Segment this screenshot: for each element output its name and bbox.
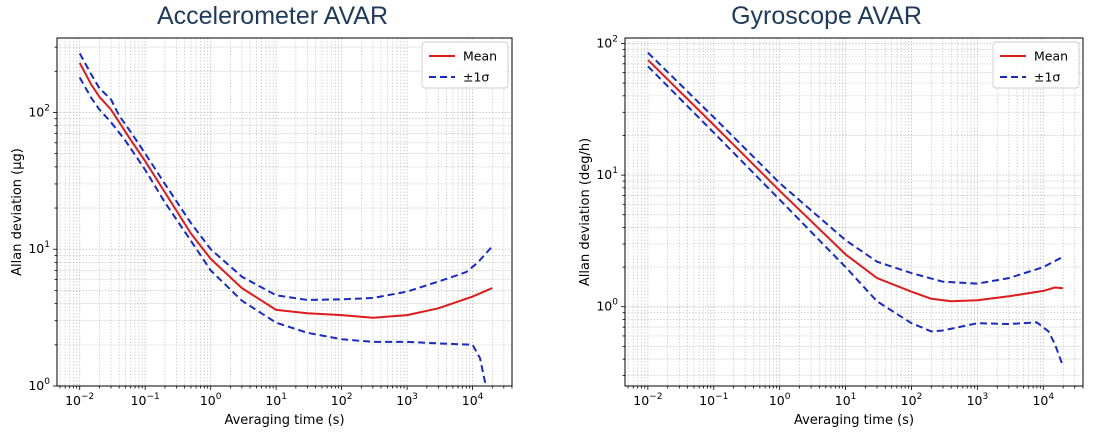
- x-tick-label: 10−1: [131, 392, 160, 408]
- tick-exponent: 4: [478, 392, 484, 402]
- x-tick-label: 10−2: [65, 392, 94, 408]
- x-ticks: 10−2 10−1 100 101 102 103 104: [59, 386, 513, 408]
- legend-label: ±1σ: [1034, 70, 1060, 85]
- chart-title: Accelerometer AVAR: [156, 2, 389, 30]
- x-tick-label: 10−1: [699, 392, 728, 408]
- tick-exponent: 0: [785, 392, 791, 402]
- tick-exponent: 0: [612, 298, 618, 308]
- tick-exponent: 1: [281, 392, 287, 402]
- grid-y: [57, 46, 512, 387]
- grid-x: [627, 38, 1084, 386]
- x-tick-label: 101: [265, 392, 287, 408]
- legend-label: Mean: [1034, 49, 1068, 64]
- tick-exponent: 3: [412, 392, 418, 402]
- x-ticks: 10−2 10−1 100 101 102 103 104: [627, 386, 1084, 408]
- tick-base: 10: [396, 393, 412, 408]
- tick-base: 10: [200, 393, 216, 408]
- tick-base: 10: [835, 393, 851, 408]
- tick-exponent: 2: [347, 392, 353, 402]
- chart-title: Gyroscope AVAR: [731, 2, 922, 30]
- tick-base: 10: [596, 299, 612, 314]
- tick-base: 10: [28, 104, 44, 119]
- lower-sigma-line: [78, 77, 487, 386]
- mean-line: [78, 62, 493, 319]
- tick-base: 10: [28, 241, 44, 256]
- tick-base: 10: [596, 35, 612, 50]
- legend: Mean ±1σ: [421, 41, 509, 89]
- tick-exponent: −1: [715, 392, 728, 402]
- gyroscope-panel: Gyroscope AVAR 10−2 10−1 100 101 102 103 104 10…: [553, 0, 1100, 432]
- grid-x: [59, 38, 513, 386]
- x-axis-label: Averaging time (s): [794, 413, 914, 428]
- y-tick-label: 100: [28, 377, 50, 393]
- x-tick-label: 104: [462, 392, 484, 408]
- tick-exponent: −1: [146, 392, 159, 402]
- tick-base: 10: [131, 393, 147, 408]
- plot-frame: [56, 37, 513, 387]
- tick-exponent: 2: [917, 392, 923, 402]
- tick-base: 10: [462, 393, 478, 408]
- x-tick-label: 103: [396, 392, 418, 408]
- tick-exponent: 2: [44, 103, 50, 113]
- tick-base: 10: [901, 393, 917, 408]
- tick-exponent: 1: [612, 166, 618, 176]
- tick-exponent: −2: [649, 392, 662, 402]
- legend: Mean ±1σ: [992, 41, 1080, 89]
- x-tick-label: 102: [331, 392, 353, 408]
- upper-sigma-line: [647, 51, 1064, 285]
- mean-line: [647, 59, 1064, 303]
- legend-label: Mean: [463, 49, 497, 64]
- y-axis-label: Allan deviation (deg/h): [578, 138, 593, 286]
- tick-base: 10: [331, 393, 347, 408]
- x-tick-label: 100: [200, 392, 222, 408]
- plot-frame: [624, 37, 1084, 387]
- tick-base: 10: [699, 393, 715, 408]
- tick-exponent: 4: [1048, 392, 1054, 402]
- y-tick-label: 100: [596, 298, 618, 314]
- x-tick-label: 103: [967, 392, 989, 408]
- legend-label: ±1σ: [463, 70, 489, 85]
- x-tick-label: 104: [1032, 392, 1054, 408]
- tick-exponent: 3: [982, 392, 988, 402]
- x-axis-label: Averaging time (s): [224, 413, 344, 428]
- tick-base: 10: [65, 393, 81, 408]
- tick-base: 10: [28, 378, 44, 393]
- accelerometer-chart: 10−2 10−1 100 101 102 103 104100101102Averagin…: [10, 37, 513, 428]
- tick-base: 10: [596, 167, 612, 182]
- y-tick-label: 101: [28, 240, 50, 256]
- accelerometer-panel: Accelerometer AVAR 10−2 10−1 100 101 102 103 1…: [0, 0, 545, 432]
- x-tick-label: 102: [901, 392, 923, 408]
- x-tick-label: 10−2: [633, 392, 662, 408]
- tick-exponent: 2: [612, 34, 618, 44]
- y-tick-label: 102: [28, 103, 50, 119]
- upper-sigma-line: [78, 52, 494, 301]
- y-axis-label: Allan deviation (μg): [10, 148, 25, 276]
- series-group: [647, 51, 1065, 368]
- tick-base: 10: [633, 393, 649, 408]
- series-group: [78, 52, 494, 386]
- tick-base: 10: [1032, 393, 1048, 408]
- y-tick-label: 101: [596, 166, 618, 182]
- tick-base: 10: [967, 393, 983, 408]
- gyroscope-chart: 10−2 10−1 100 101 102 103 104100101102Averagin…: [578, 34, 1084, 428]
- tick-base: 10: [265, 393, 281, 408]
- tick-exponent: 1: [851, 392, 857, 402]
- tick-exponent: 1: [44, 240, 50, 250]
- lower-sigma-line: [647, 65, 1065, 368]
- x-tick-label: 101: [835, 392, 857, 408]
- tick-base: 10: [769, 393, 785, 408]
- y-tick-label: 102: [596, 34, 618, 50]
- tick-exponent: −2: [81, 392, 94, 402]
- x-tick-label: 100: [769, 392, 791, 408]
- tick-exponent: 0: [44, 377, 50, 387]
- tick-exponent: 0: [216, 392, 222, 402]
